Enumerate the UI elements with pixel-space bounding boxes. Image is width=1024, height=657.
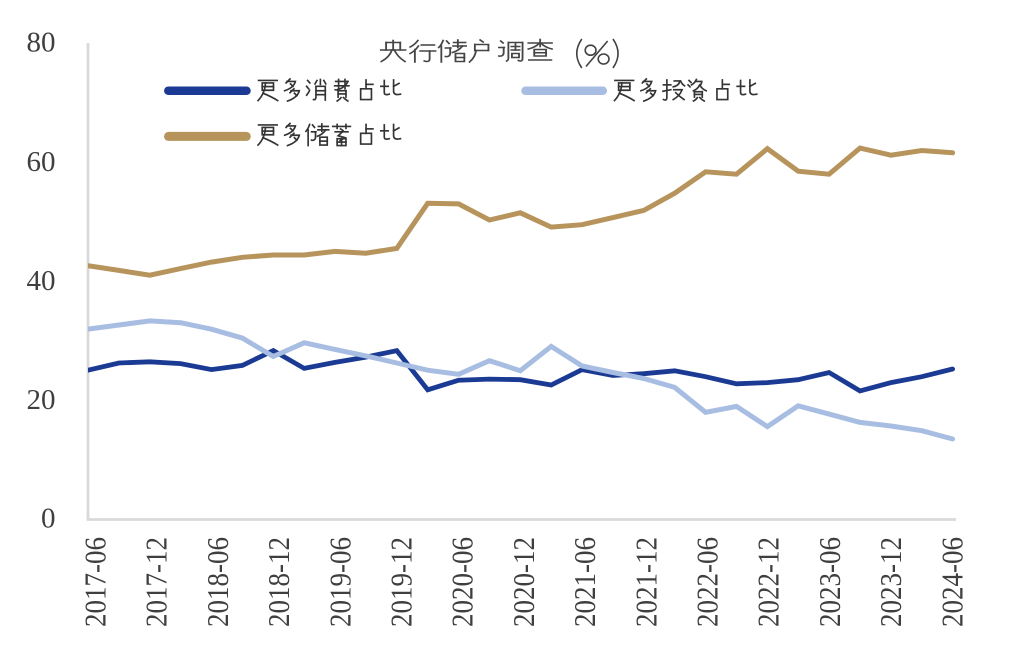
svg-text:2018-12: 2018-12	[262, 537, 296, 627]
svg-text:2019-12: 2019-12	[385, 537, 419, 627]
svg-text:2017-12: 2017-12	[140, 537, 174, 627]
svg-text:2021-06: 2021-06	[568, 537, 602, 627]
svg-text:2021-12: 2021-12	[629, 537, 663, 627]
svg-text:2018-06: 2018-06	[201, 537, 235, 627]
svg-text:80: 80	[27, 27, 56, 59]
svg-text:20: 20	[27, 384, 56, 416]
svg-text:2023-12: 2023-12	[874, 537, 908, 627]
svg-text:40: 40	[27, 265, 56, 297]
svg-text:0: 0	[41, 503, 56, 535]
svg-text:60: 60	[27, 146, 56, 178]
svg-text:2017-06: 2017-06	[79, 537, 113, 627]
svg-text:2022-12: 2022-12	[752, 537, 786, 627]
svg-text:2020-12: 2020-12	[507, 537, 541, 627]
svg-text:2023-06: 2023-06	[813, 537, 847, 627]
svg-text:2024-06: 2024-06	[935, 537, 969, 627]
svg-text:2019-06: 2019-06	[323, 537, 357, 627]
svg-text:2020-06: 2020-06	[446, 537, 480, 627]
svg-text:2022-06: 2022-06	[691, 537, 725, 627]
